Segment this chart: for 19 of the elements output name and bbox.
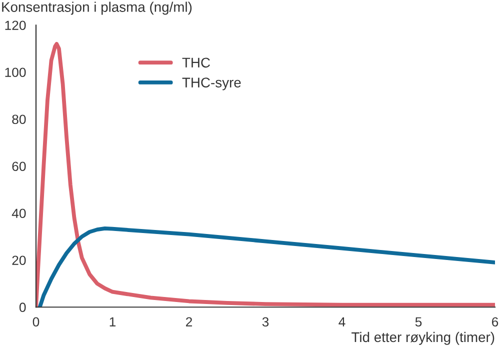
legend-label: THC (182, 58, 210, 68)
x-tick-label: 4 (338, 317, 346, 326)
x-tick-label: 3 (262, 317, 269, 327)
x-tick-label: 6 (492, 317, 498, 327)
y-tick-label: 0 (19, 302, 26, 312)
y-axis-title: Konsentrasjon i plasma (ng/ml) (2, 2, 192, 15)
y-tick-label: 120 (5, 20, 26, 30)
legend-label: THC-syre (182, 78, 241, 90)
x-tick-label: 5 (415, 317, 422, 327)
x-tick-label: 2 (186, 317, 192, 326)
x-axis-title: Tid etter røyking (timer) (352, 332, 494, 345)
x-tick-label: 0 (32, 317, 40, 327)
line-series (38, 226, 495, 308)
y-tick-label: 40 (12, 208, 26, 218)
y-tick-label: 20 (12, 256, 26, 266)
y-tick-label: 60 (12, 162, 26, 172)
x-tick-label: 1 (110, 317, 116, 326)
y-tick-label: 80 (12, 114, 26, 124)
y-tick-label: 100 (5, 68, 26, 78)
